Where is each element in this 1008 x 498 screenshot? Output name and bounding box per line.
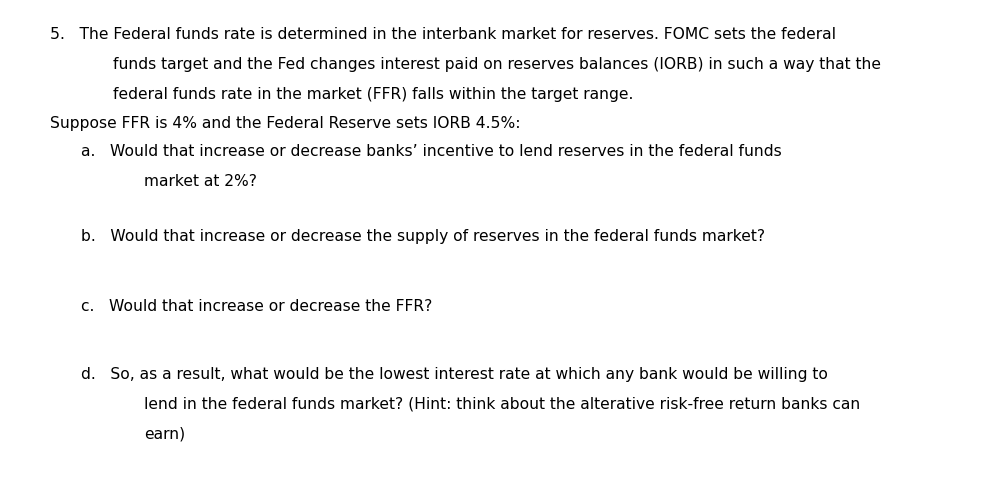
Text: c.   Would that increase or decrease the FFR?: c. Would that increase or decrease the F…	[81, 299, 432, 314]
Text: federal funds rate in the market (FFR) falls within the target range.: federal funds rate in the market (FFR) f…	[113, 87, 633, 102]
Text: a.   Would that increase or decrease banks’ incentive to lend reserves in the fe: a. Would that increase or decrease banks…	[81, 144, 781, 159]
Text: earn): earn)	[144, 427, 185, 442]
Text: lend in the federal funds market? (Hint: think about the alterative risk-free re: lend in the federal funds market? (Hint:…	[144, 397, 861, 412]
Text: market at 2%?: market at 2%?	[144, 174, 257, 189]
Text: funds target and the Fed changes interest paid on reserves balances (IORB) in su: funds target and the Fed changes interes…	[113, 57, 881, 72]
Text: b.   Would that increase or decrease the supply of reserves in the federal funds: b. Would that increase or decrease the s…	[81, 229, 765, 244]
Text: Suppose FFR is 4% and the Federal Reserve sets IORB 4.5%:: Suppose FFR is 4% and the Federal Reserv…	[50, 116, 521, 130]
Text: d.   So, as a result, what would be the lowest interest rate at which any bank w: d. So, as a result, what would be the lo…	[81, 367, 828, 382]
Text: 5.   The Federal funds rate is determined in the interbank market for reserves. : 5. The Federal funds rate is determined …	[50, 27, 837, 42]
